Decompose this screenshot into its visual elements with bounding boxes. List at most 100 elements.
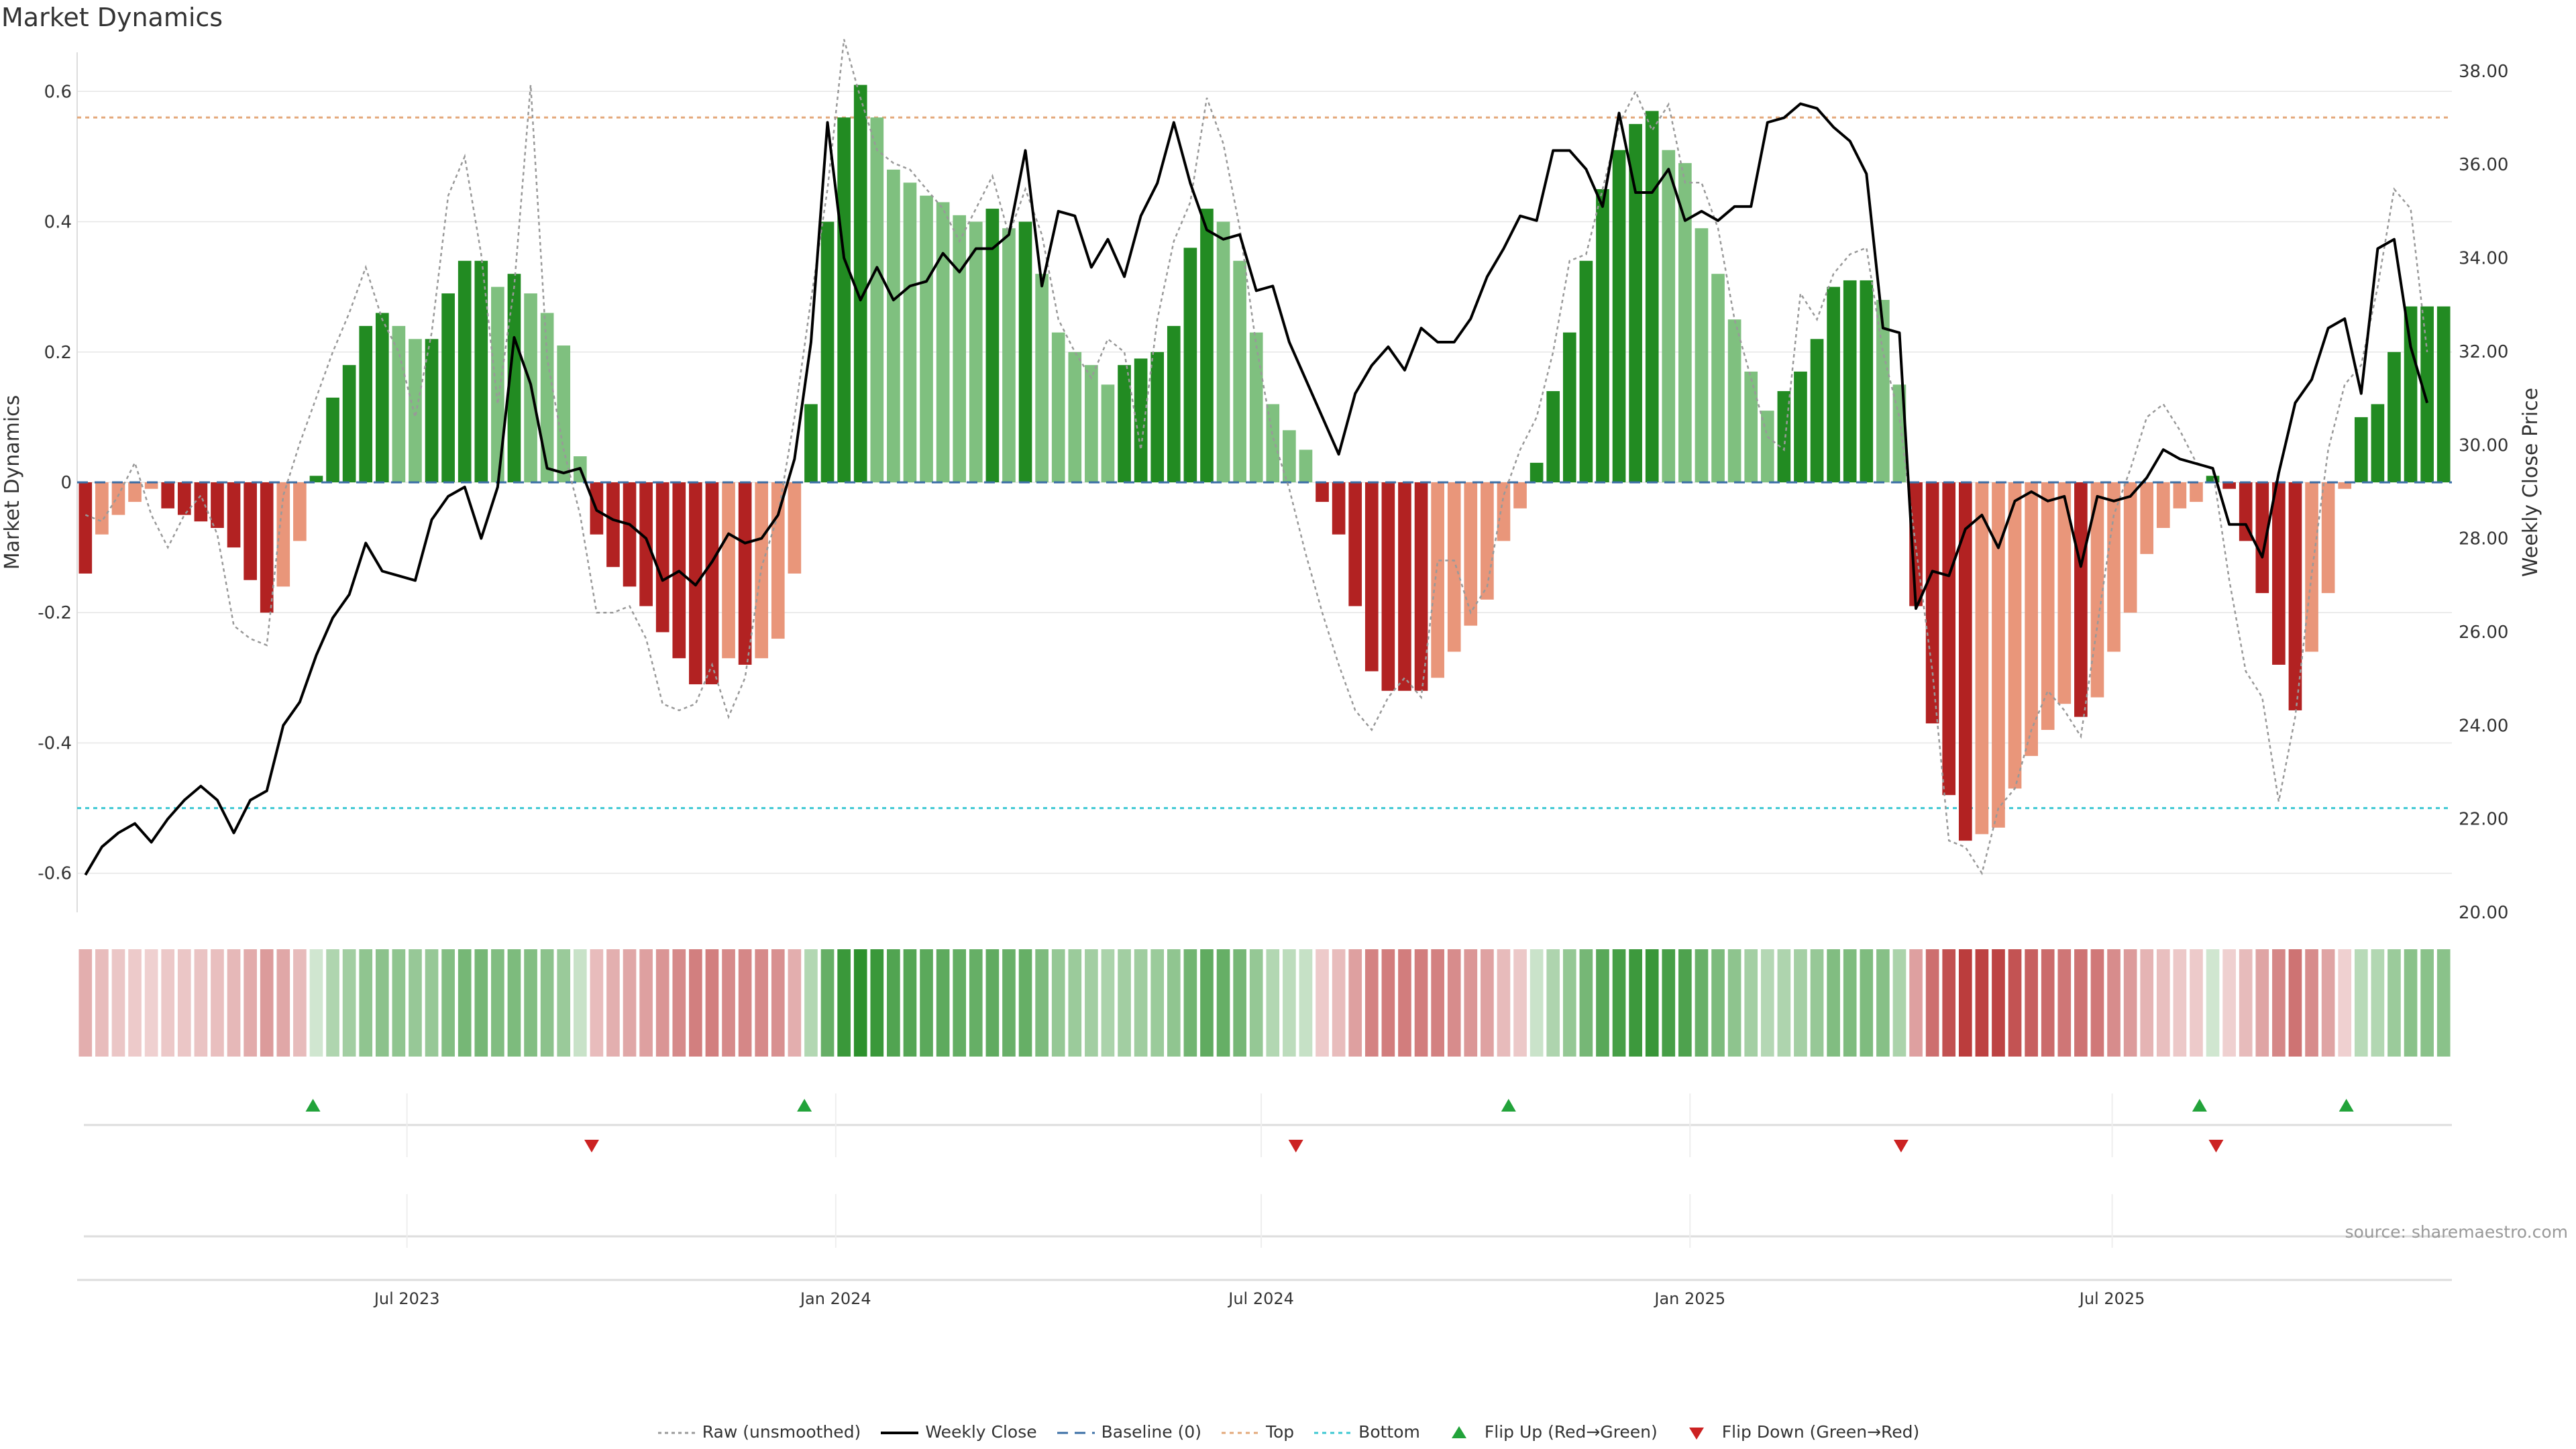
dynamics-bar [111, 482, 125, 515]
dynamics-bar [969, 221, 983, 482]
dynamics-bar [375, 313, 389, 482]
dynamics-bar [936, 202, 950, 482]
y2-tick-label: 38.00 [2459, 62, 2508, 82]
dynamics-bar [606, 482, 620, 568]
heat-cell [1085, 949, 1098, 1057]
heat-cell [144, 949, 158, 1057]
heat-cell [969, 949, 983, 1057]
y2-tick-label: 28.00 [2459, 529, 2508, 549]
dynamics-bar [1744, 371, 1758, 482]
heat-cell [1101, 949, 1115, 1057]
heat-cell [244, 949, 257, 1057]
dynamics-bar [194, 482, 208, 522]
dynamics-bar [2140, 482, 2154, 554]
legend-swatch-baseline [1057, 1432, 1095, 1434]
dynamics-bar [2371, 404, 2385, 482]
heat-cell [507, 949, 521, 1057]
dynamics-bar [293, 482, 307, 541]
heat-cell [78, 949, 93, 1057]
heat-cell [1925, 949, 1939, 1057]
heat-cell [1316, 949, 1329, 1057]
heat-cell [903, 949, 917, 1057]
heat-cell [276, 949, 290, 1057]
dynamics-bar [1431, 482, 1444, 678]
heat-cell [1562, 949, 1576, 1057]
flip-down-marker [2208, 1140, 2224, 1152]
dynamics-bar [1579, 260, 1593, 482]
heat-cell [2404, 949, 2418, 1057]
heat-cell [2239, 949, 2253, 1057]
heat-cell [293, 949, 307, 1057]
heat-cell [1249, 949, 1263, 1057]
heat-cell [409, 949, 422, 1057]
dynamics-bar [392, 325, 406, 482]
dynamics-bar [425, 339, 439, 482]
heat-cell [804, 949, 818, 1057]
heat-cell [1695, 949, 1709, 1057]
heat-cell [524, 949, 537, 1057]
heat-cell [623, 949, 637, 1057]
dynamics-bar [2354, 417, 2368, 482]
heat-cell [1579, 949, 1593, 1057]
heat-cell [837, 949, 851, 1057]
dynamics-bar [953, 215, 967, 482]
dynamics-bar [2436, 306, 2451, 482]
dynamics-bar [1101, 384, 1115, 482]
heat-cell [2387, 949, 2401, 1057]
dynamics-bar [755, 482, 769, 659]
heat-cell [1035, 949, 1049, 1057]
chart-title: Market Dynamics [1, 3, 223, 32]
heat-cell [1414, 949, 1428, 1057]
dynamics-bar [2074, 482, 2088, 717]
dynamics-bar [1546, 391, 1560, 482]
dynamics-bar [540, 313, 554, 482]
dynamics-bar [1035, 274, 1049, 482]
heat-cell [326, 949, 339, 1057]
heat-cell [227, 949, 241, 1057]
legend-swatch-bottom [1314, 1432, 1352, 1434]
heat-cell [2436, 949, 2451, 1057]
dynamics-bar [1316, 482, 1329, 502]
heat-cell [161, 949, 175, 1057]
heat-cell [1332, 949, 1346, 1057]
dynamics-bar [326, 397, 339, 482]
heat-cell [1546, 949, 1560, 1057]
heat-cell [128, 949, 142, 1057]
heat-cell [1364, 949, 1379, 1057]
dynamics-bar [441, 293, 455, 482]
source-note: source: sharemaestro.com [2345, 1222, 2569, 1242]
dynamics-bar [1283, 430, 1296, 482]
heat-cell [1200, 949, 1214, 1057]
heat-cell [853, 949, 867, 1057]
dynamics-bar [2288, 482, 2302, 710]
heat-cell [2041, 949, 2055, 1057]
heat-cell [1431, 949, 1444, 1057]
dynamics-bar [2420, 306, 2434, 482]
y2-tick-label: 32.00 [2459, 342, 2508, 362]
heat-cell [2288, 949, 2302, 1057]
dynamics-bar [1860, 280, 1874, 482]
heat-cell [309, 949, 323, 1057]
dynamics-bar [1216, 221, 1230, 482]
dynamics-bar [1596, 189, 1609, 482]
dynamics-bar [1447, 482, 1461, 652]
dynamics-bar [1958, 482, 1972, 841]
heat-cell [705, 949, 719, 1057]
y-tick-label: -0.4 [38, 733, 72, 753]
dynamics-bar [359, 325, 373, 482]
heat-cell [1348, 949, 1362, 1057]
heat-cell [2338, 949, 2352, 1057]
dynamics-bar [2338, 482, 2352, 489]
dynamics-bar [1645, 111, 1659, 483]
heat-cell [1711, 949, 1725, 1057]
dynamics-bar [1051, 332, 1065, 482]
flip-up-marker [1501, 1099, 1516, 1112]
heat-cell [95, 949, 109, 1057]
legend-label: Flip Up (Red→Green) [1484, 1421, 1658, 1442]
heat-cell [1760, 949, 1774, 1057]
heat-cell [1794, 949, 1807, 1057]
heat-cell [1134, 949, 1148, 1057]
heat-cell [2107, 949, 2121, 1057]
y2-tick-label: 36.00 [2459, 155, 2508, 175]
dynamics-bar [2008, 482, 2022, 789]
